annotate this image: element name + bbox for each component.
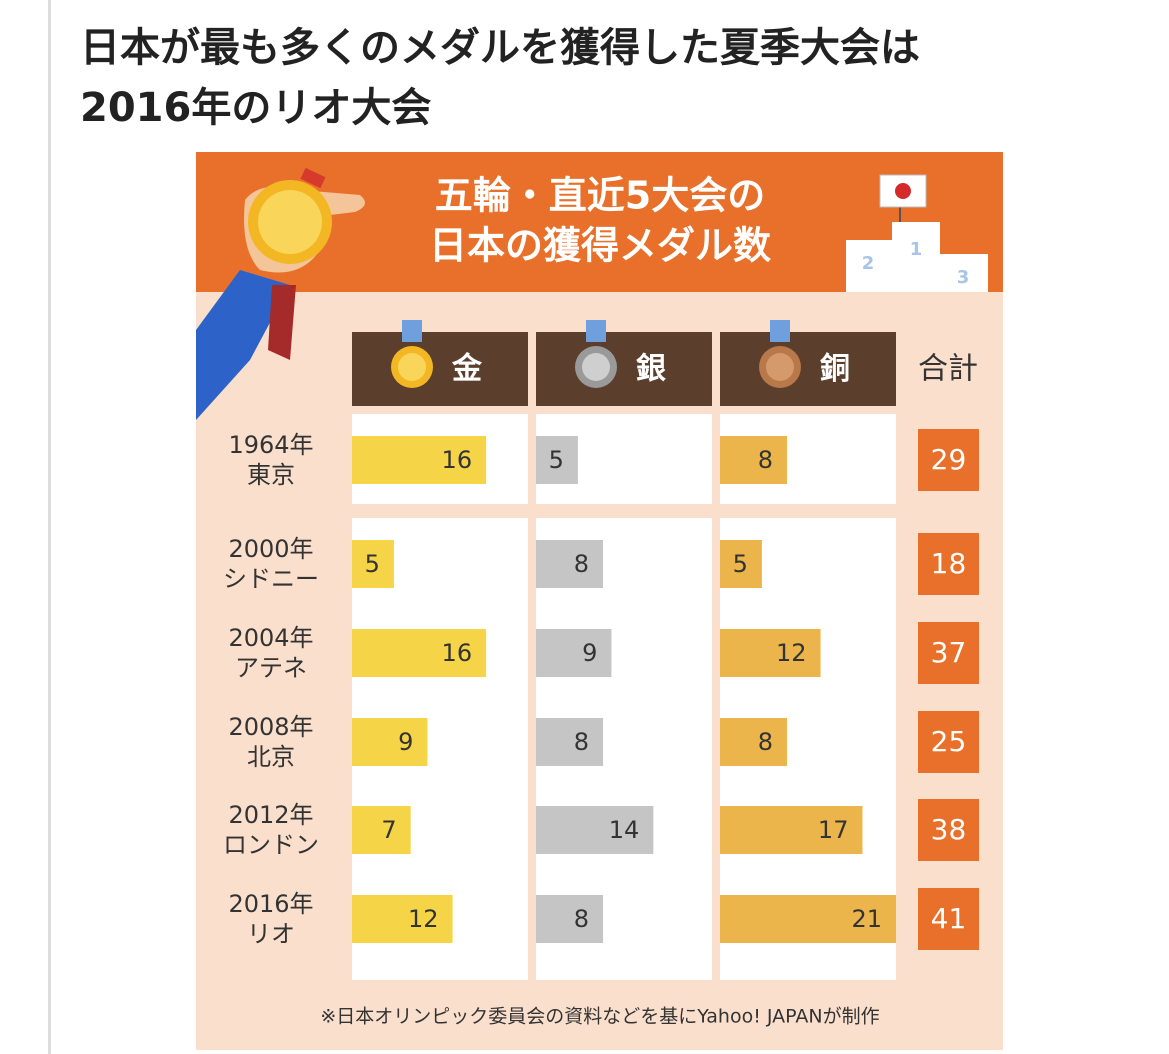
podium-number: 3 [957, 267, 970, 288]
bar [352, 806, 411, 854]
side-rule [48, 0, 51, 1054]
value-label: 16 [442, 446, 473, 474]
totals-header: 合計 [918, 352, 978, 387]
total-label: 25 [931, 725, 967, 758]
column-header [352, 332, 528, 406]
bar [720, 895, 896, 943]
legend-label: 銅 [820, 352, 850, 387]
medal-ribbon [586, 320, 606, 342]
legend-label: 金 [451, 352, 483, 387]
medal-icon [398, 353, 426, 381]
category-label: シドニー [223, 565, 319, 593]
bar [536, 436, 578, 484]
category-label: 2000年 [228, 535, 313, 563]
category-label: 1964年 [228, 431, 313, 459]
value-label: 5 [733, 550, 748, 578]
value-label: 14 [609, 816, 640, 844]
value-label: 8 [758, 728, 773, 756]
total-label: 38 [931, 813, 967, 846]
bar [536, 629, 612, 677]
bar [352, 436, 487, 484]
category-label: アテネ [235, 654, 307, 682]
bar [536, 806, 654, 854]
footnote: ※日本オリンピック委員会の資料などを基にYahoo! JAPANが制作 [320, 1006, 879, 1028]
bar [536, 718, 604, 766]
chart-title: 日本の獲得メダル数 [429, 224, 771, 268]
total-label: 29 [931, 443, 967, 476]
category-label: 北京 [247, 743, 295, 771]
value-label: 21 [851, 905, 882, 933]
total-box [918, 799, 979, 861]
value-label: 16 [442, 639, 473, 667]
medal-icon [582, 353, 610, 381]
podium-number: 1 [910, 239, 923, 260]
bar [352, 540, 394, 588]
category-label: ロンドン [223, 831, 319, 859]
total-box [918, 533, 979, 595]
category-label: 2004年 [228, 624, 313, 652]
value-label: 9 [398, 728, 413, 756]
podium-number: 2 [862, 253, 875, 274]
total-box [918, 711, 979, 773]
total-box [918, 888, 979, 950]
bar [352, 718, 428, 766]
category-label: 2016年 [228, 890, 313, 918]
value-label: 9 [582, 639, 597, 667]
category-label: リオ [247, 920, 295, 948]
value-label: 5 [549, 446, 564, 474]
bar [536, 540, 604, 588]
category-label: 2012年 [228, 801, 313, 829]
bar [720, 540, 762, 588]
total-label: 41 [931, 902, 967, 935]
total-box [918, 622, 979, 684]
value-label: 7 [381, 816, 396, 844]
bar [352, 629, 487, 677]
bar [352, 895, 453, 943]
category-label: 東京 [247, 461, 295, 489]
total-label: 18 [931, 547, 967, 580]
bar [720, 436, 788, 484]
heading: 日本が最も多くのメダルを獲得した夏季大会は [80, 25, 920, 71]
value-label: 8 [574, 728, 589, 756]
bar [720, 718, 788, 766]
bar [536, 895, 604, 943]
podium-illustration [846, 174, 988, 292]
bar [720, 629, 821, 677]
value-label: 5 [365, 550, 380, 578]
category-label: 2008年 [228, 713, 313, 741]
medal-hand-illustration [196, 167, 365, 420]
value-label: 8 [574, 905, 589, 933]
column-header [720, 332, 896, 406]
legend-label: 銀 [636, 352, 666, 387]
total-box [918, 429, 979, 491]
medal-ribbon [770, 320, 790, 342]
value-label: 8 [574, 550, 589, 578]
bar [720, 806, 863, 854]
heading: 2016年のリオ大会 [80, 85, 431, 131]
medal-ribbon [402, 320, 422, 342]
value-label: 12 [776, 639, 807, 667]
value-label: 17 [818, 816, 849, 844]
column-header [536, 332, 712, 406]
value-label: 12 [408, 905, 439, 933]
medal-icon [766, 353, 794, 381]
value-label: 8 [758, 446, 773, 474]
total-label: 37 [931, 636, 967, 669]
chart-title: 五輪・直近5大会の [435, 174, 765, 218]
